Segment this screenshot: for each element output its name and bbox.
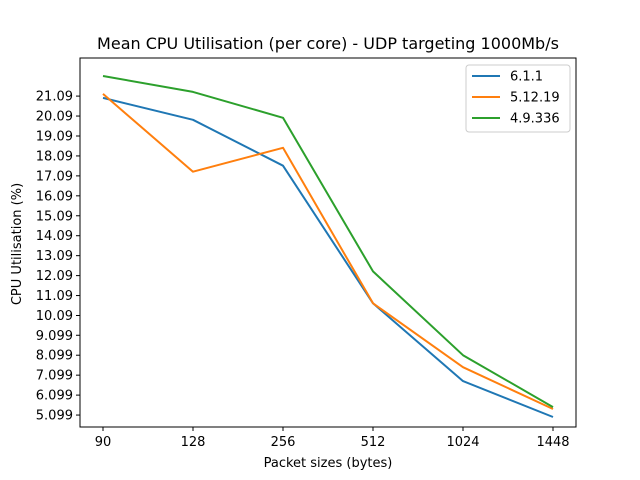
y-tick-label: 21.09 <box>36 90 73 105</box>
y-tick-label: 7.099 <box>36 369 73 384</box>
legend-label: 4.9.336 <box>510 112 560 127</box>
series-line-6-1-1 <box>102 96 554 418</box>
legend: 6.1.1 5.12.19 4.9.336 <box>465 64 571 133</box>
legend-label: 6.1.1 <box>510 70 543 85</box>
x-tick-label: 128 <box>181 435 206 450</box>
y-tick-label: 20.09 <box>36 110 73 125</box>
y-tick-label: 12.09 <box>36 269 73 284</box>
chart-title: Mean CPU Utilisation (per core) - UDP ta… <box>97 34 559 53</box>
y-tick-label: 15.09 <box>36 209 73 224</box>
y-axis-ticks: 5.099 6.099 7.099 8.099 9.099 10.09 11.09 12.09… <box>36 90 80 424</box>
y-tick-label: 8.099 <box>36 349 73 364</box>
y-tick-label: 16.09 <box>36 189 73 204</box>
legend-box <box>465 64 571 133</box>
y-tick-label: 18.09 <box>36 149 73 164</box>
y-tick-label: 13.09 <box>36 249 73 264</box>
series-lines <box>102 75 554 418</box>
series-line-4-9-336 <box>102 75 554 408</box>
y-tick-label: 9.099 <box>36 329 73 344</box>
x-axis-ticks: 90 128 256 512 1024 1448 <box>95 427 570 450</box>
y-tick-label: 17.09 <box>36 169 73 184</box>
x-tick-label: 1024 <box>446 435 479 450</box>
y-tick-label: 11.09 <box>36 289 73 304</box>
y-tick-label: 6.099 <box>36 389 73 404</box>
x-tick-label: 256 <box>271 435 296 450</box>
legend-label: 5.12.19 <box>510 91 560 106</box>
y-tick-label: 10.09 <box>36 309 73 324</box>
y-axis-label: CPU Utilisation (%) <box>10 183 25 305</box>
series-line-5-12-19 <box>102 93 554 410</box>
x-axis-label: Packet sizes (bytes) <box>264 456 393 471</box>
y-tick-label: 19.09 <box>36 129 73 144</box>
plot-frame <box>79 57 577 428</box>
x-tick-label: 512 <box>361 435 386 450</box>
y-tick-label: 14.09 <box>36 229 73 244</box>
x-tick-label: 1448 <box>536 435 569 450</box>
x-tick-label: 90 <box>95 435 112 450</box>
y-tick-label: 5.099 <box>36 409 73 424</box>
